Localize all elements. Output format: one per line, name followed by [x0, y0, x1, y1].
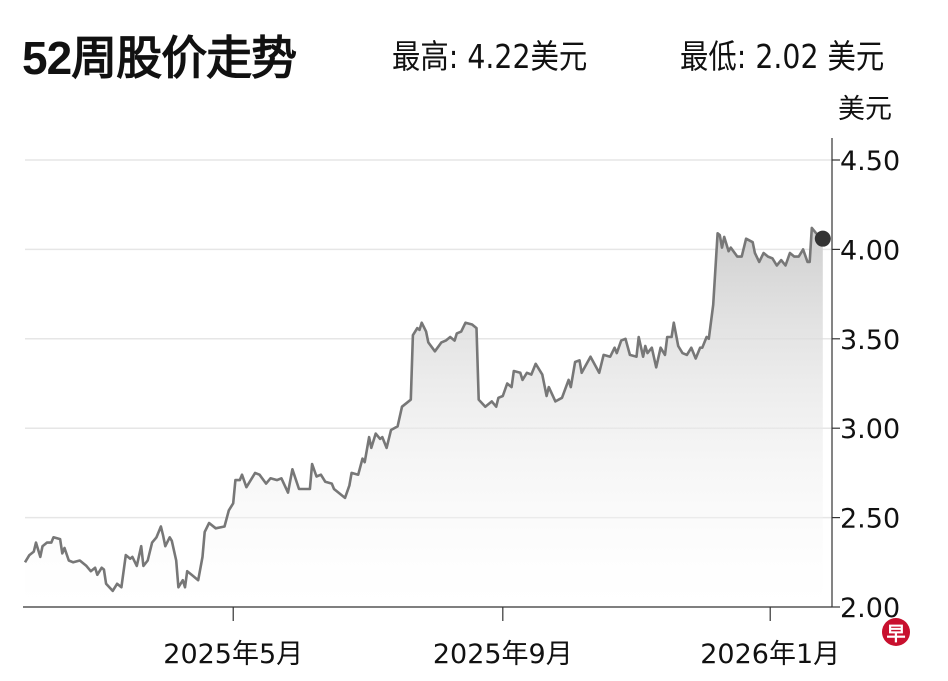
axes: 2.00 2.50 3.00 3.50 4.00 4.50 2025年5月 2025年9月 20…: [23, 138, 900, 670]
low-price-label: 最低: 2.02 美元: [680, 37, 885, 76]
y-axis-unit-label: 美元: [838, 94, 892, 125]
y-tick-label: 4.50: [840, 146, 900, 177]
price-line: [23, 226, 824, 593]
high-price-label: 最高: 4.22美元: [392, 37, 588, 76]
y-tick-label: 3.50: [840, 325, 900, 356]
y-tick-label: 3.00: [840, 414, 900, 445]
price-area: [25, 227, 823, 607]
logo-glyph: 早: [886, 623, 905, 645]
x-tick-label: 2026年1月: [700, 639, 840, 670]
zaobao-logo: 早: [882, 618, 910, 646]
y-tick-label: 2.00: [840, 593, 900, 624]
y-tick-label: 4.00: [840, 235, 900, 266]
y-tick-label: 2.50: [840, 504, 900, 535]
x-tick-label: 2025年9月: [433, 639, 573, 670]
chart-title: 52周股价走势: [22, 32, 297, 84]
x-tick-label: 2025年5月: [163, 639, 303, 670]
latest-price-marker: [814, 230, 831, 247]
